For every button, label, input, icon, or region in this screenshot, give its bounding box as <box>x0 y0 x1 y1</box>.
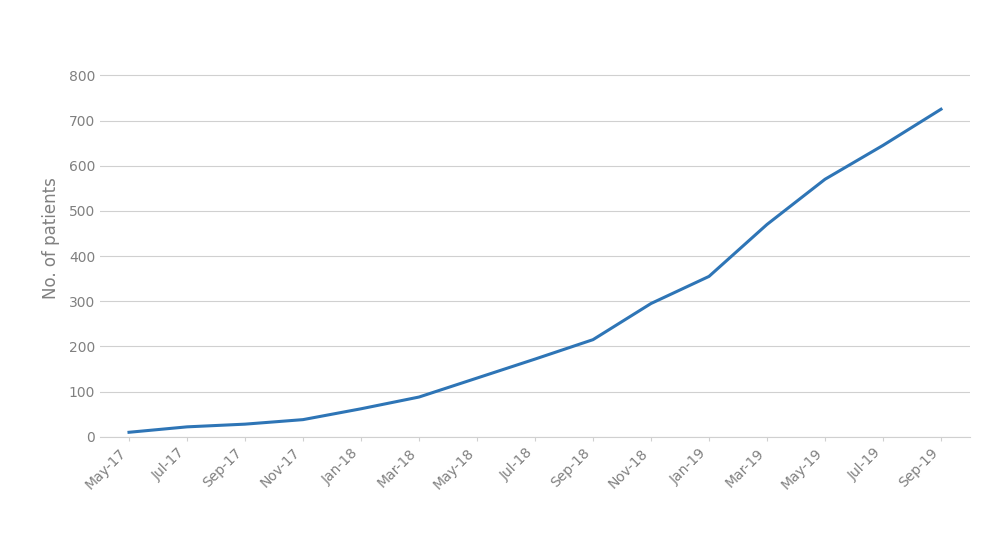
Y-axis label: No. of patients: No. of patients <box>42 177 60 299</box>
